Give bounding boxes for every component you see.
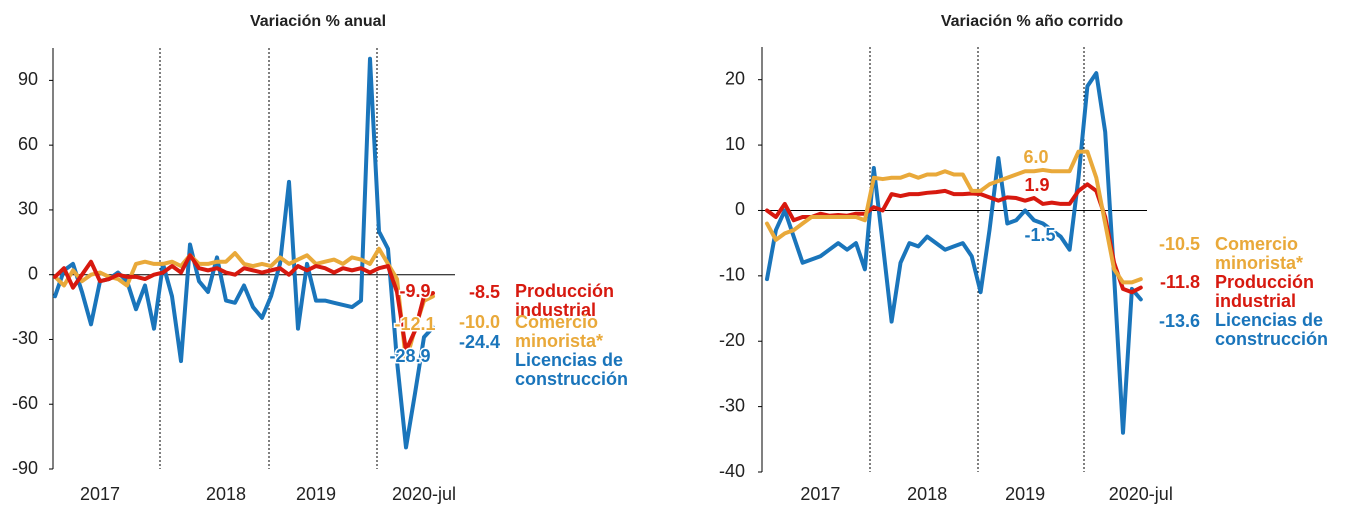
series-line [765, 71, 1143, 435]
series-line [53, 253, 435, 353]
data-label: 6.0 [1023, 147, 1048, 167]
x-tick-label: 2020-jul [392, 484, 456, 504]
y-tick-label: 30 [18, 199, 38, 219]
x-tick-label: 2020-jul [1109, 484, 1173, 504]
end-value-label: -13.6 [1159, 311, 1200, 331]
series-name: Comercio minorista* [1215, 234, 1304, 273]
data-label: 1.9 [1024, 175, 1049, 195]
series-line [765, 149, 1143, 285]
y-tick-label: 0 [28, 263, 38, 283]
series-name: Comercio minorista* [515, 312, 604, 351]
y-tick-label: -30 [12, 328, 38, 348]
data-label: -28.9 [389, 346, 430, 366]
x-tick-label: 2019 [1005, 484, 1045, 504]
series-line [53, 56, 435, 450]
end-value-label: -8.5 [469, 282, 500, 302]
series-name: Producción industrial [515, 281, 615, 320]
x-tick-label: 2017 [80, 484, 120, 504]
series-name: Licencias de construcción [1215, 310, 1329, 349]
chart-title: Variación % año corrido [941, 13, 1124, 30]
series-name: Licencias de construcción [515, 350, 629, 389]
series-line [765, 182, 1143, 295]
y-tick-label: -90 [12, 458, 38, 478]
x-tick-label: 2019 [296, 484, 336, 504]
series-line [53, 246, 435, 364]
y-tick-label: -10 [719, 265, 745, 285]
data-label: -9.9 [399, 281, 430, 301]
y-tick-label: -40 [719, 461, 745, 481]
end-value-label: -24.4 [459, 332, 500, 352]
chart-title: Variación % anual [250, 13, 386, 30]
x-tick-label: 2018 [206, 484, 246, 504]
y-tick-label: 10 [725, 134, 745, 154]
end-value-label: -11.8 [1160, 272, 1200, 292]
y-tick-label: 0 [735, 199, 745, 219]
y-tick-label: -20 [719, 330, 745, 350]
y-tick-label: 90 [18, 69, 38, 89]
data-label: -12.1 [394, 314, 435, 334]
y-tick-label: 20 [725, 68, 745, 88]
data-label: -1.5 [1024, 225, 1055, 245]
end-value-label: -10.5 [1159, 234, 1200, 254]
y-tick-label: -60 [12, 393, 38, 413]
y-tick-label: -30 [719, 395, 745, 415]
series-name: Producción industrial [1215, 272, 1315, 311]
x-tick-label: 2018 [907, 484, 947, 504]
x-tick-label: 2017 [800, 484, 840, 504]
end-value-label: -10.0 [459, 312, 500, 332]
y-tick-label: 60 [18, 134, 38, 154]
